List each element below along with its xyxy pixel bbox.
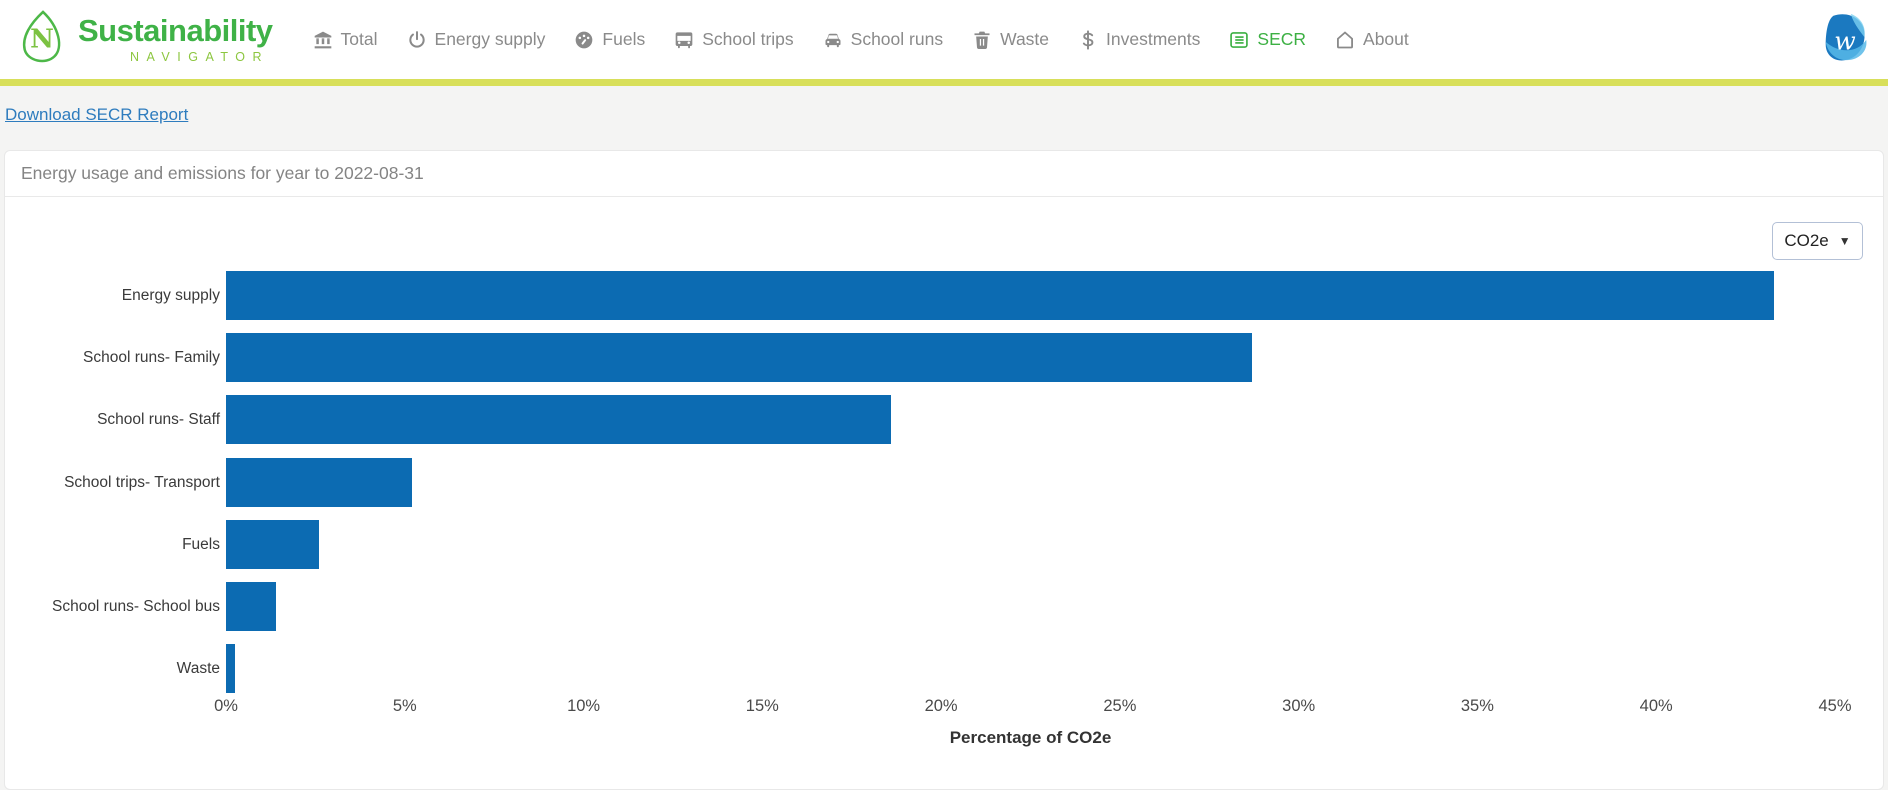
nav-item-school-runs[interactable]: School runs — [823, 29, 943, 50]
x-tick-label: 40% — [1639, 697, 1673, 715]
school-logo: w — [1818, 10, 1872, 69]
nav-item-fuels[interactable]: Fuels — [574, 29, 645, 50]
nav-item-label: Fuels — [602, 29, 646, 49]
nav-item-label: About — [1363, 29, 1409, 49]
nav-items: Total Energy supply Fuels School trips Schoo… — [313, 29, 1409, 50]
x-axis-ticks: 0% 5% 10% 15% 20% 25% 30% 35% 40% 45% — [5, 697, 1883, 719]
nav-item-waste[interactable]: Waste — [972, 29, 1049, 50]
bank-icon — [313, 30, 333, 50]
nav-item-label: Waste — [1000, 29, 1050, 49]
category-label: Fuels — [182, 535, 220, 553]
bar-row: School runs- School bus — [5, 581, 1883, 644]
bar-row: School runs- Staff — [5, 395, 1883, 457]
x-tick-label: 25% — [1103, 697, 1137, 715]
x-axis-title: Percentage of CO2e — [949, 728, 1112, 747]
bar-track — [226, 395, 1883, 457]
bar-row: Fuels — [5, 519, 1883, 582]
nav-item-label: SECR — [1257, 29, 1307, 49]
bar — [226, 395, 892, 445]
brand-subtitle: NAVIGATOR — [130, 50, 270, 64]
bar — [226, 271, 1775, 320]
nav-item-investments[interactable]: Investments — [1078, 29, 1200, 50]
x-tick-label: 45% — [1818, 697, 1852, 715]
bar-track — [226, 519, 1883, 582]
bar-row: Waste — [5, 644, 1883, 706]
power-icon — [407, 30, 427, 50]
bar-track — [226, 457, 1883, 520]
download-secr-report-link[interactable]: Download SECR Report — [5, 105, 189, 124]
card-title: Energy usage and emissions for year to 2… — [5, 151, 1883, 197]
bar-track — [226, 333, 1883, 395]
category-label: Waste — [176, 660, 220, 678]
bar-row: School runs- Family — [5, 333, 1883, 395]
bar — [226, 644, 235, 694]
nav-item-label: Investments — [1106, 29, 1201, 49]
page-content: Download SECR Report Energy usage and em… — [0, 86, 1888, 790]
x-tick-label: 5% — [392, 697, 417, 715]
category-label: School runs- School bus — [51, 597, 220, 615]
nav-item-about[interactable]: About — [1335, 29, 1409, 50]
bar-track — [226, 271, 1883, 333]
bar — [226, 457, 412, 507]
bar-chart: Energy supply School runs- Family School r… — [5, 197, 1883, 757]
category-label: Energy supply — [121, 287, 220, 304]
nav-item-label: Total — [340, 29, 378, 49]
leaf-logo-icon: N — [16, 9, 70, 70]
category-label: School runs- Family — [83, 349, 220, 367]
nav-item-label: Energy supply — [434, 29, 546, 49]
nav-item-label: School trips — [702, 29, 794, 49]
trash-icon — [972, 30, 992, 50]
dollar-icon — [1078, 29, 1098, 50]
bar — [226, 581, 277, 631]
unit-dropdown-value: CO2e — [1784, 231, 1829, 250]
x-tick-label: 15% — [745, 697, 779, 715]
bar-track — [226, 644, 1883, 706]
category-label: School runs- Staff — [97, 411, 220, 429]
unit-dropdown[interactable]: CO2e ▼ — [1772, 222, 1863, 260]
bar — [226, 333, 1253, 383]
chart-card: Energy usage and emissions for year to 2… — [4, 150, 1884, 790]
chevron-down-icon: ▼ — [1838, 234, 1851, 248]
brand-title: Sustainability — [78, 13, 273, 48]
gauge-icon — [574, 30, 594, 50]
x-tick-label: 30% — [1282, 697, 1316, 715]
home-icon — [1335, 30, 1355, 50]
list-icon — [1229, 30, 1249, 50]
x-tick-label: 20% — [924, 697, 958, 715]
bar-track — [226, 581, 1883, 644]
category-label: School trips- Transport — [64, 473, 220, 491]
nav-item-secr[interactable]: SECR — [1229, 29, 1306, 50]
x-tick-label: 35% — [1460, 697, 1494, 715]
bar-row: School trips- Transport — [5, 457, 1883, 520]
nav-item-school-trips[interactable]: School trips — [674, 29, 794, 50]
bus-icon — [674, 30, 694, 50]
svg-text:w: w — [1834, 27, 1855, 56]
x-tick-label: 0% — [214, 697, 238, 715]
brand-logo: N Sustainability NAVIGATOR — [16, 9, 273, 70]
bar-row: Energy supply — [5, 271, 1883, 333]
nav-item-total[interactable]: Total — [313, 29, 378, 50]
nav-item-energy-supply[interactable]: Energy supply — [407, 29, 546, 50]
bar — [226, 519, 319, 569]
nav-item-label: School runs — [850, 29, 944, 49]
x-tick-label: 10% — [567, 697, 601, 715]
svg-text:N: N — [30, 25, 54, 55]
car-icon — [823, 30, 843, 50]
accent-divider — [0, 79, 1888, 86]
bar-rows: Energy supply School runs- Family School r… — [5, 271, 1883, 706]
top-navigation-bar: N Sustainability NAVIGATOR Total Energy s… — [0, 0, 1888, 79]
